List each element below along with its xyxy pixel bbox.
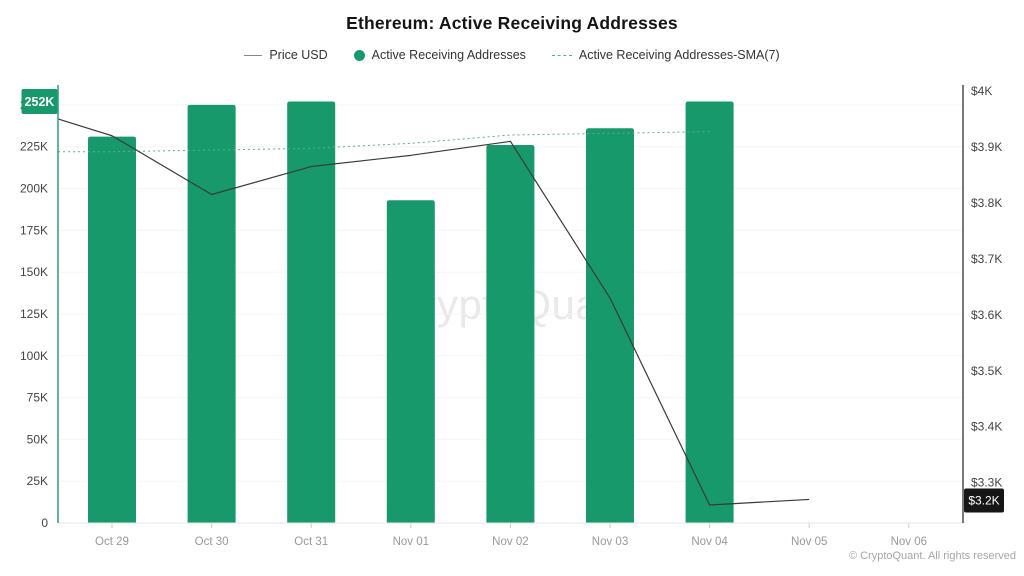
bar-nov-01[interactable] xyxy=(386,200,435,523)
chart-title: Ethereum: Active Receiving Addresses xyxy=(346,13,678,33)
x-axis-label: Nov 05 xyxy=(791,536,827,548)
latest-value-badge-left-label: 252K xyxy=(25,95,55,109)
left-axis-tick-label: 0 xyxy=(41,516,48,530)
right-axis-tick-label: $3.6K xyxy=(971,308,1002,322)
x-axis-label: Nov 03 xyxy=(592,536,628,548)
left-axis-tick-label: 125K xyxy=(20,307,48,321)
bar-nov-02[interactable] xyxy=(486,145,535,523)
left-axis-tick-label: 50K xyxy=(27,432,48,446)
right-axis-tick-label: $3.5K xyxy=(971,364,1002,378)
latest-value-badge-right-label: $3.2K xyxy=(968,494,999,508)
left-axis-tick-label: 225K xyxy=(20,140,48,154)
left-axis-tick-label: 200K xyxy=(20,182,48,196)
bar-oct-30[interactable] xyxy=(187,104,236,523)
bar-nov-04[interactable] xyxy=(685,101,734,523)
bar-oct-31[interactable] xyxy=(287,101,336,523)
latest-value-badge-right xyxy=(964,488,1004,513)
right-axis-tick-label: $3.8K xyxy=(971,196,1002,210)
latest-value-badge-left xyxy=(21,89,58,115)
right-axis-tick-label: $3.7K xyxy=(971,252,1002,266)
legend-item-price-usd[interactable]: Price USD xyxy=(244,48,328,62)
left-axis-tick-label: 75K xyxy=(27,391,48,405)
left-axis-tick-label: 100K xyxy=(20,349,48,363)
right-axis-tick-label: $4K xyxy=(971,84,992,98)
left-axis-tick-label: 25K xyxy=(27,474,48,488)
sma-line-swatch-icon xyxy=(551,54,572,56)
right-axis-tick-label: $3.3K xyxy=(971,476,1002,490)
right-axis-tick-label: $3.4K xyxy=(971,420,1002,434)
legend-label-price-usd: Price USD xyxy=(269,48,328,62)
price-line[interactable] xyxy=(57,118,810,506)
x-axis-label: Nov 04 xyxy=(691,536,728,548)
legend-label-active-receiving-addresses: Active Receiving Addresses xyxy=(371,48,526,62)
x-axis-label: Nov 01 xyxy=(393,536,429,548)
price-line-swatch-icon xyxy=(244,54,263,56)
legend-item-sma7[interactable]: Active Receiving Addresses-SMA(7) xyxy=(551,48,780,62)
x-axis-label: Nov 02 xyxy=(492,536,528,548)
sma-line[interactable] xyxy=(58,131,710,153)
x-axis-label: Oct 29 xyxy=(95,536,129,548)
bar-nov-03[interactable] xyxy=(586,128,634,523)
left-axis-tick-label: 175K xyxy=(20,223,48,237)
x-axis-label: Nov 06 xyxy=(891,536,927,548)
chart-legend: Price USD Active Receiving Addresses Act… xyxy=(0,48,1024,62)
bar-oct-29[interactable] xyxy=(88,136,136,523)
legend-item-active-receiving-addresses[interactable]: Active Receiving Addresses xyxy=(353,48,526,62)
x-axis-label: Oct 31 xyxy=(294,536,328,548)
right-axis-tick-label: $3.9K xyxy=(971,140,1002,154)
x-axis-label: Oct 30 xyxy=(195,536,229,548)
left-axis-tick-label: 150K xyxy=(20,265,48,279)
copyright-notice: © CryptoQuant. All rights reserved xyxy=(848,550,1016,562)
legend-label-sma7: Active Receiving Addresses-SMA(7) xyxy=(578,48,780,62)
bar-series-swatch-icon xyxy=(353,49,365,61)
